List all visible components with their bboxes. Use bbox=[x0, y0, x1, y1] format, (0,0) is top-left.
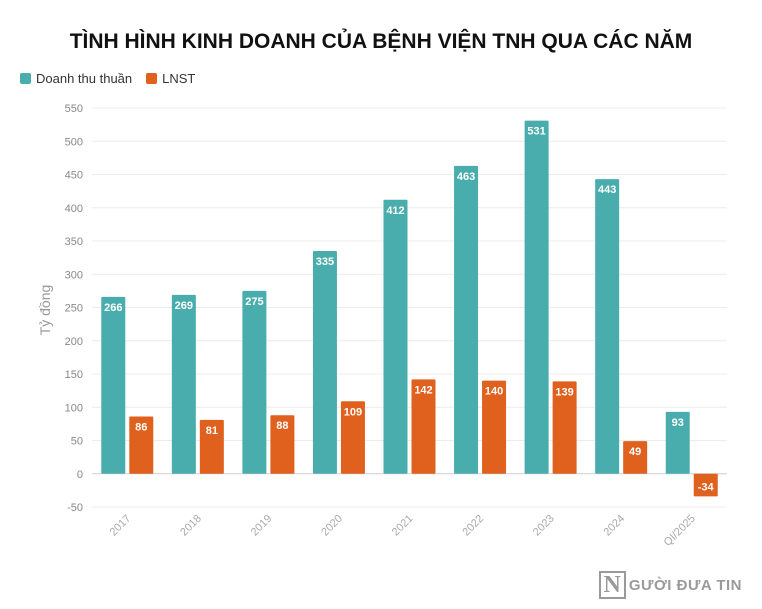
data-label-revenue: 269 bbox=[175, 300, 193, 312]
y-tick-label: 200 bbox=[65, 336, 83, 348]
bar-profit bbox=[199, 419, 224, 474]
y-tick-label: 100 bbox=[65, 402, 83, 414]
bars bbox=[101, 120, 718, 497]
chart-title: TÌNH HÌNH KINH DOANH CỦA BỆNH VIỆN TNH Q… bbox=[69, 30, 693, 53]
data-label-revenue: 443 bbox=[598, 184, 616, 196]
y-tick-label: 150 bbox=[65, 369, 83, 381]
x-tick-label: QI/2025 bbox=[662, 513, 698, 549]
bar-revenue bbox=[101, 296, 126, 474]
data-label-profit: 109 bbox=[344, 406, 362, 418]
watermark-logo: N GƯỜI ĐƯA TIN bbox=[598, 571, 742, 599]
bar-profit bbox=[270, 415, 295, 474]
x-tick-label: 2017 bbox=[108, 513, 134, 539]
bar-revenue bbox=[524, 120, 549, 474]
y-tick-label: 350 bbox=[65, 236, 83, 248]
bar-profit bbox=[623, 441, 648, 474]
bar-profit bbox=[693, 473, 718, 497]
y-axis-ticks: -50 0 50 100 150 200 250 300 350 400 450 500 550 bbox=[65, 103, 83, 514]
bar-profit bbox=[340, 401, 365, 474]
bar-revenue bbox=[242, 290, 267, 474]
y-tick-label: 50 bbox=[71, 436, 83, 448]
y-axis-label: Tỷ đồng bbox=[37, 285, 53, 336]
x-tick-label: 2019 bbox=[249, 513, 275, 539]
data-label-profit: 142 bbox=[414, 384, 432, 396]
data-label-revenue: 463 bbox=[457, 171, 475, 183]
legend-swatch-revenue bbox=[20, 73, 31, 84]
data-labels: 266 86 269 81 275 88 335 109 412 142 463 140 531 139 4… bbox=[104, 126, 714, 494]
watermark-text: GƯỜI ĐƯA TIN bbox=[628, 576, 742, 594]
data-label-profit: 140 bbox=[485, 386, 503, 398]
x-tick-label: 2022 bbox=[460, 513, 486, 539]
bar-revenue bbox=[454, 165, 479, 474]
x-tick-label: 2024 bbox=[601, 513, 627, 539]
bar-profit bbox=[129, 416, 154, 474]
bar-revenue bbox=[595, 179, 620, 474]
y-tick-label: 450 bbox=[65, 170, 83, 182]
x-tick-label: 2018 bbox=[178, 513, 204, 539]
y-tick-label: 400 bbox=[65, 203, 83, 215]
data-label-revenue: 412 bbox=[386, 205, 404, 217]
bar-revenue bbox=[312, 250, 337, 474]
data-label-revenue: 266 bbox=[104, 302, 122, 314]
y-tick-label: 250 bbox=[65, 303, 83, 315]
x-tick-label: 2023 bbox=[531, 513, 557, 539]
data-label-revenue: 275 bbox=[245, 296, 263, 308]
y-tick-label: 300 bbox=[65, 269, 83, 281]
data-label-revenue: 335 bbox=[316, 256, 334, 268]
y-tick-label: 550 bbox=[65, 103, 83, 115]
legend: Doanh thu thuần LNST bbox=[20, 71, 209, 86]
legend-swatch-profit bbox=[146, 73, 158, 84]
data-label-revenue: 531 bbox=[527, 126, 545, 138]
bar-profit bbox=[552, 381, 577, 474]
x-axis-ticks: 2017 2018 2019 2020 2021 2022 2023 2024 QI/2025 bbox=[108, 513, 698, 549]
legend-item-profit[interactable]: LNST bbox=[146, 71, 195, 86]
legend-label-profit: LNST bbox=[162, 71, 196, 86]
x-tick-label: 2020 bbox=[319, 513, 345, 539]
data-label-profit: 49 bbox=[629, 446, 641, 458]
data-label-profit: 88 bbox=[276, 420, 288, 432]
bar-profit bbox=[411, 379, 436, 474]
gridlines bbox=[92, 107, 727, 508]
watermark-mark: N bbox=[598, 571, 626, 599]
y-tick-label: -50 bbox=[67, 502, 83, 514]
y-tick-label: 0 bbox=[77, 469, 83, 481]
bar-revenue bbox=[171, 294, 196, 474]
data-label-profit: -34 bbox=[698, 481, 715, 493]
data-label-profit: 139 bbox=[555, 386, 573, 398]
bar-revenue bbox=[383, 199, 408, 474]
x-tick-label: 2021 bbox=[390, 513, 416, 539]
data-label-profit: 86 bbox=[135, 422, 147, 434]
y-tick-label: 500 bbox=[65, 136, 83, 148]
data-label-revenue: 93 bbox=[672, 417, 684, 429]
bar-revenue bbox=[665, 411, 690, 474]
legend-item-revenue[interactable]: Doanh thu thuần bbox=[20, 71, 132, 86]
bar-profit bbox=[482, 380, 507, 474]
data-label-profit: 81 bbox=[206, 425, 218, 437]
legend-label-revenue: Doanh thu thuần bbox=[36, 71, 133, 86]
